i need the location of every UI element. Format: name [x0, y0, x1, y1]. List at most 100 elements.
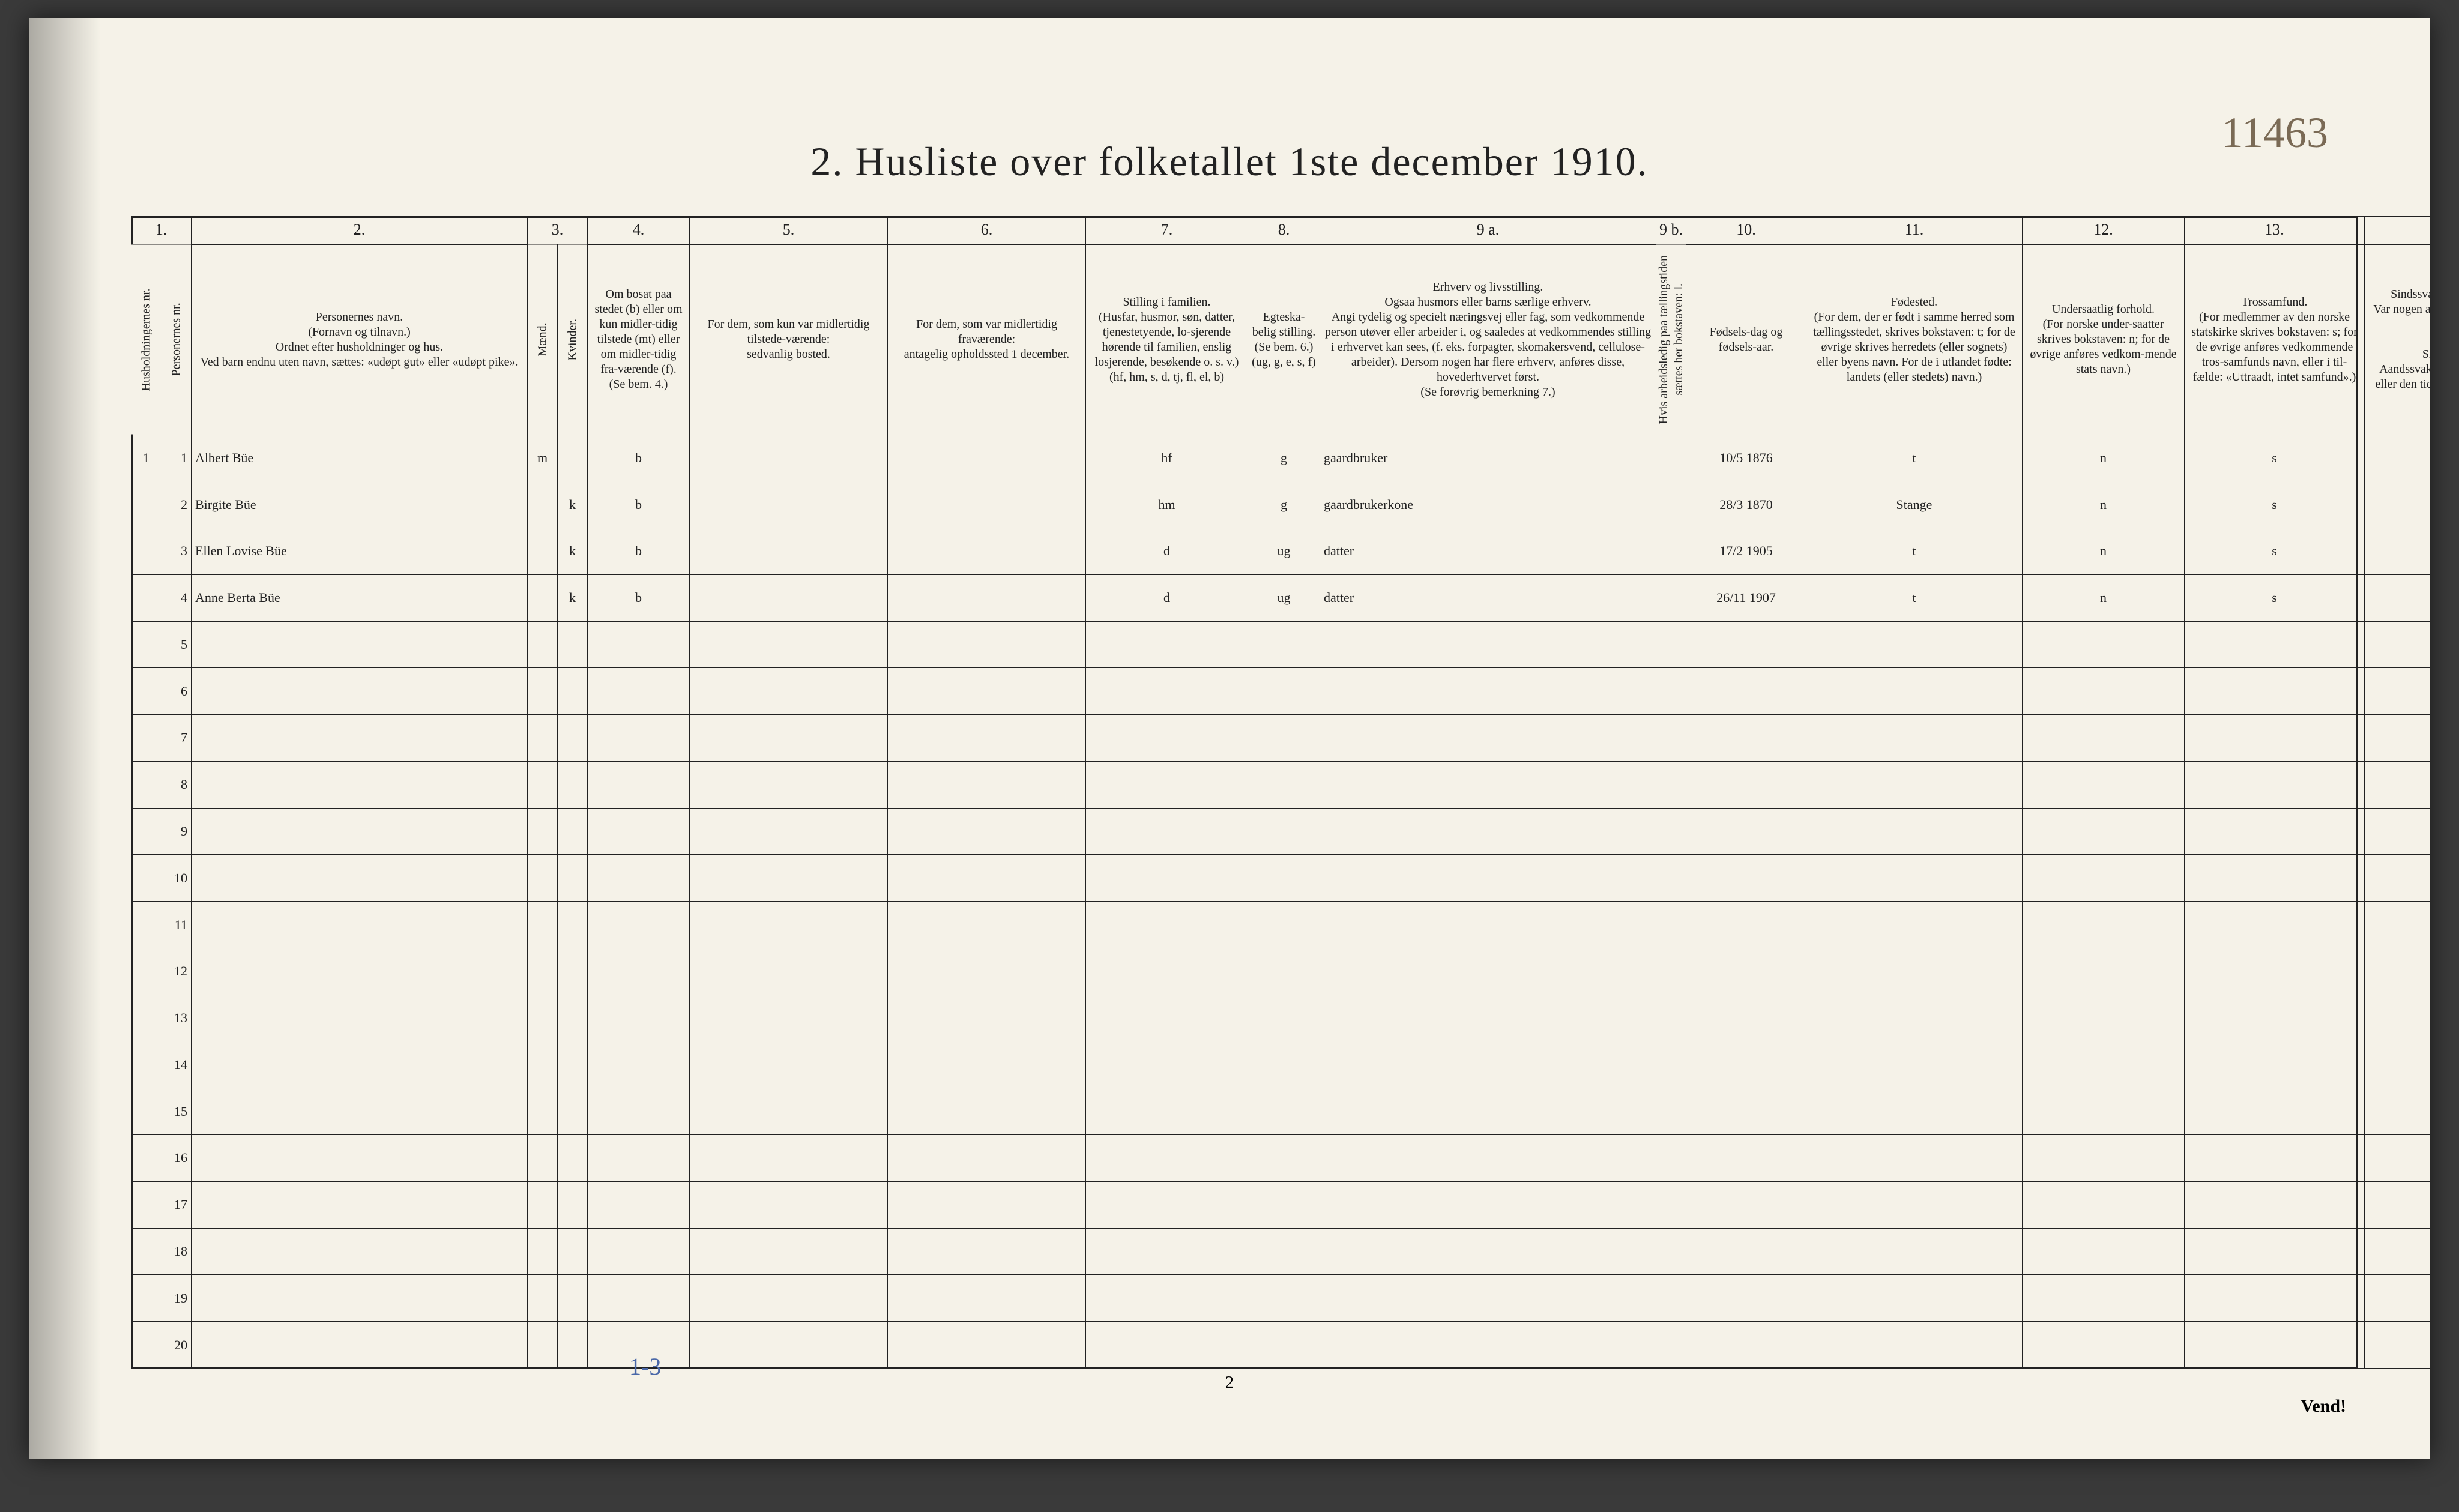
- cell-empty: [1656, 715, 1686, 762]
- cell-empty: [1086, 1088, 1248, 1135]
- cell-empty: [1686, 761, 1806, 808]
- table-body: 11Albert Büembhfggaardbruker10/5 1876tns…: [131, 435, 2431, 1369]
- cell-hh: [131, 948, 161, 995]
- cell-empty: [1086, 855, 1248, 902]
- cell-empty: [1320, 855, 1656, 902]
- cell-unemployed: [1656, 574, 1686, 621]
- cell-birthplace: t: [1806, 435, 2023, 481]
- cell-hh: [131, 668, 161, 715]
- cell-empty: [888, 621, 1086, 668]
- head-pers-nr: Personernes nr.: [161, 244, 192, 435]
- cell-empty: [2365, 621, 2431, 668]
- cell-empty: [2365, 995, 2431, 1041]
- cell-person-nr: 3: [161, 528, 192, 575]
- colnum-6: 6.: [888, 217, 1086, 244]
- cell-empty: [558, 1041, 588, 1088]
- cell-empty: [2185, 1322, 2365, 1369]
- cell-empty: [2023, 761, 2185, 808]
- cell-person-nr: 16: [161, 1134, 192, 1181]
- cell-hh: [131, 808, 161, 855]
- cell-empty: [1686, 1041, 1806, 1088]
- cell-temp-present: [690, 574, 888, 621]
- cell-empty: [1086, 1134, 1248, 1181]
- table-row: 9: [131, 808, 2431, 855]
- cell-empty: [2365, 668, 2431, 715]
- cell-empty: [1686, 808, 1806, 855]
- cell-empty: [1806, 1088, 2023, 1135]
- cell-empty: [1248, 1181, 1320, 1228]
- cell-empty: [192, 948, 528, 995]
- cell-birthplace: t: [1806, 528, 2023, 575]
- colnum-4: 4.: [588, 217, 690, 244]
- cell-empty: [528, 668, 558, 715]
- vend-label: Vend!: [2301, 1396, 2346, 1417]
- cell-residence: b: [588, 528, 690, 575]
- table-row: 7: [131, 715, 2431, 762]
- cell-occupation: datter: [1320, 528, 1656, 575]
- head-marital: Egteska-belig stilling. (Se bem. 6.) (ug…: [1248, 244, 1320, 435]
- table-row: 8: [131, 761, 2431, 808]
- cell-empty: [588, 761, 690, 808]
- cell-empty: [558, 1181, 588, 1228]
- cell-empty: [1320, 668, 1656, 715]
- cell-residence: b: [588, 435, 690, 481]
- cell-empty: [690, 1041, 888, 1088]
- cell-disability: [2365, 574, 2431, 621]
- cell-empty: [1656, 1088, 1686, 1135]
- cell-hh: [131, 902, 161, 948]
- cell-empty: [192, 668, 528, 715]
- cell-name: Birgite Büe: [192, 481, 528, 528]
- cell-hh: [131, 1275, 161, 1322]
- cell-dob: 17/2 1905: [1686, 528, 1806, 575]
- cell-empty: [1086, 715, 1248, 762]
- cell-hh: 1: [131, 435, 161, 481]
- cell-empty: [2023, 995, 2185, 1041]
- cell-empty: [1320, 1181, 1656, 1228]
- cell-empty: [558, 1134, 588, 1181]
- cell-empty: [528, 1322, 558, 1369]
- cell-empty: [528, 1275, 558, 1322]
- cell-empty: [2023, 1322, 2185, 1369]
- cell-empty: [1248, 668, 1320, 715]
- cell-hh: [131, 1181, 161, 1228]
- cell-empty: [588, 1088, 690, 1135]
- cell-unemployed: [1656, 435, 1686, 481]
- cell-temp-present: [690, 481, 888, 528]
- cell-empty: [2185, 855, 2365, 902]
- cell-empty: [1320, 621, 1656, 668]
- cell-empty: [192, 808, 528, 855]
- cell-empty: [1086, 948, 1248, 995]
- cell-empty: [1806, 1134, 2023, 1181]
- cell-temp-present: [690, 435, 888, 481]
- cell-birthplace: t: [1806, 574, 2023, 621]
- cell-empty: [588, 1228, 690, 1275]
- cell-occupation: gaardbrukerkone: [1320, 481, 1656, 528]
- cell-empty: [1806, 621, 2023, 668]
- cell-name: Anne Berta Büe: [192, 574, 528, 621]
- cell-nationality: n: [2023, 574, 2185, 621]
- cell-person-nr: 2: [161, 481, 192, 528]
- cell-empty: [1656, 995, 1686, 1041]
- table-row: 5: [131, 621, 2431, 668]
- cell-empty: [2023, 808, 2185, 855]
- cell-empty: [1656, 808, 1686, 855]
- cell-empty: [2185, 948, 2365, 995]
- cell-empty: [1248, 1322, 1320, 1369]
- colnum-8: 8.: [1248, 217, 1320, 244]
- cell-family-pos: d: [1086, 528, 1248, 575]
- cell-empty: [1320, 1275, 1656, 1322]
- cell-empty: [690, 902, 888, 948]
- cell-empty: [1656, 668, 1686, 715]
- cell-empty: [558, 855, 588, 902]
- cell-empty: [690, 761, 888, 808]
- cell-unemployed: [1656, 528, 1686, 575]
- cell-empty: [528, 1088, 558, 1135]
- cell-empty: [690, 621, 888, 668]
- head-occupation: Erhverv og livsstilling. Ogsaa husmors e…: [1320, 244, 1656, 435]
- colnum-5: 5.: [690, 217, 888, 244]
- cell-empty: [2023, 715, 2185, 762]
- cell-empty: [1656, 855, 1686, 902]
- cell-person-nr: 19: [161, 1275, 192, 1322]
- cell-empty: [2023, 1134, 2185, 1181]
- colnum-11: 11.: [1806, 217, 2023, 244]
